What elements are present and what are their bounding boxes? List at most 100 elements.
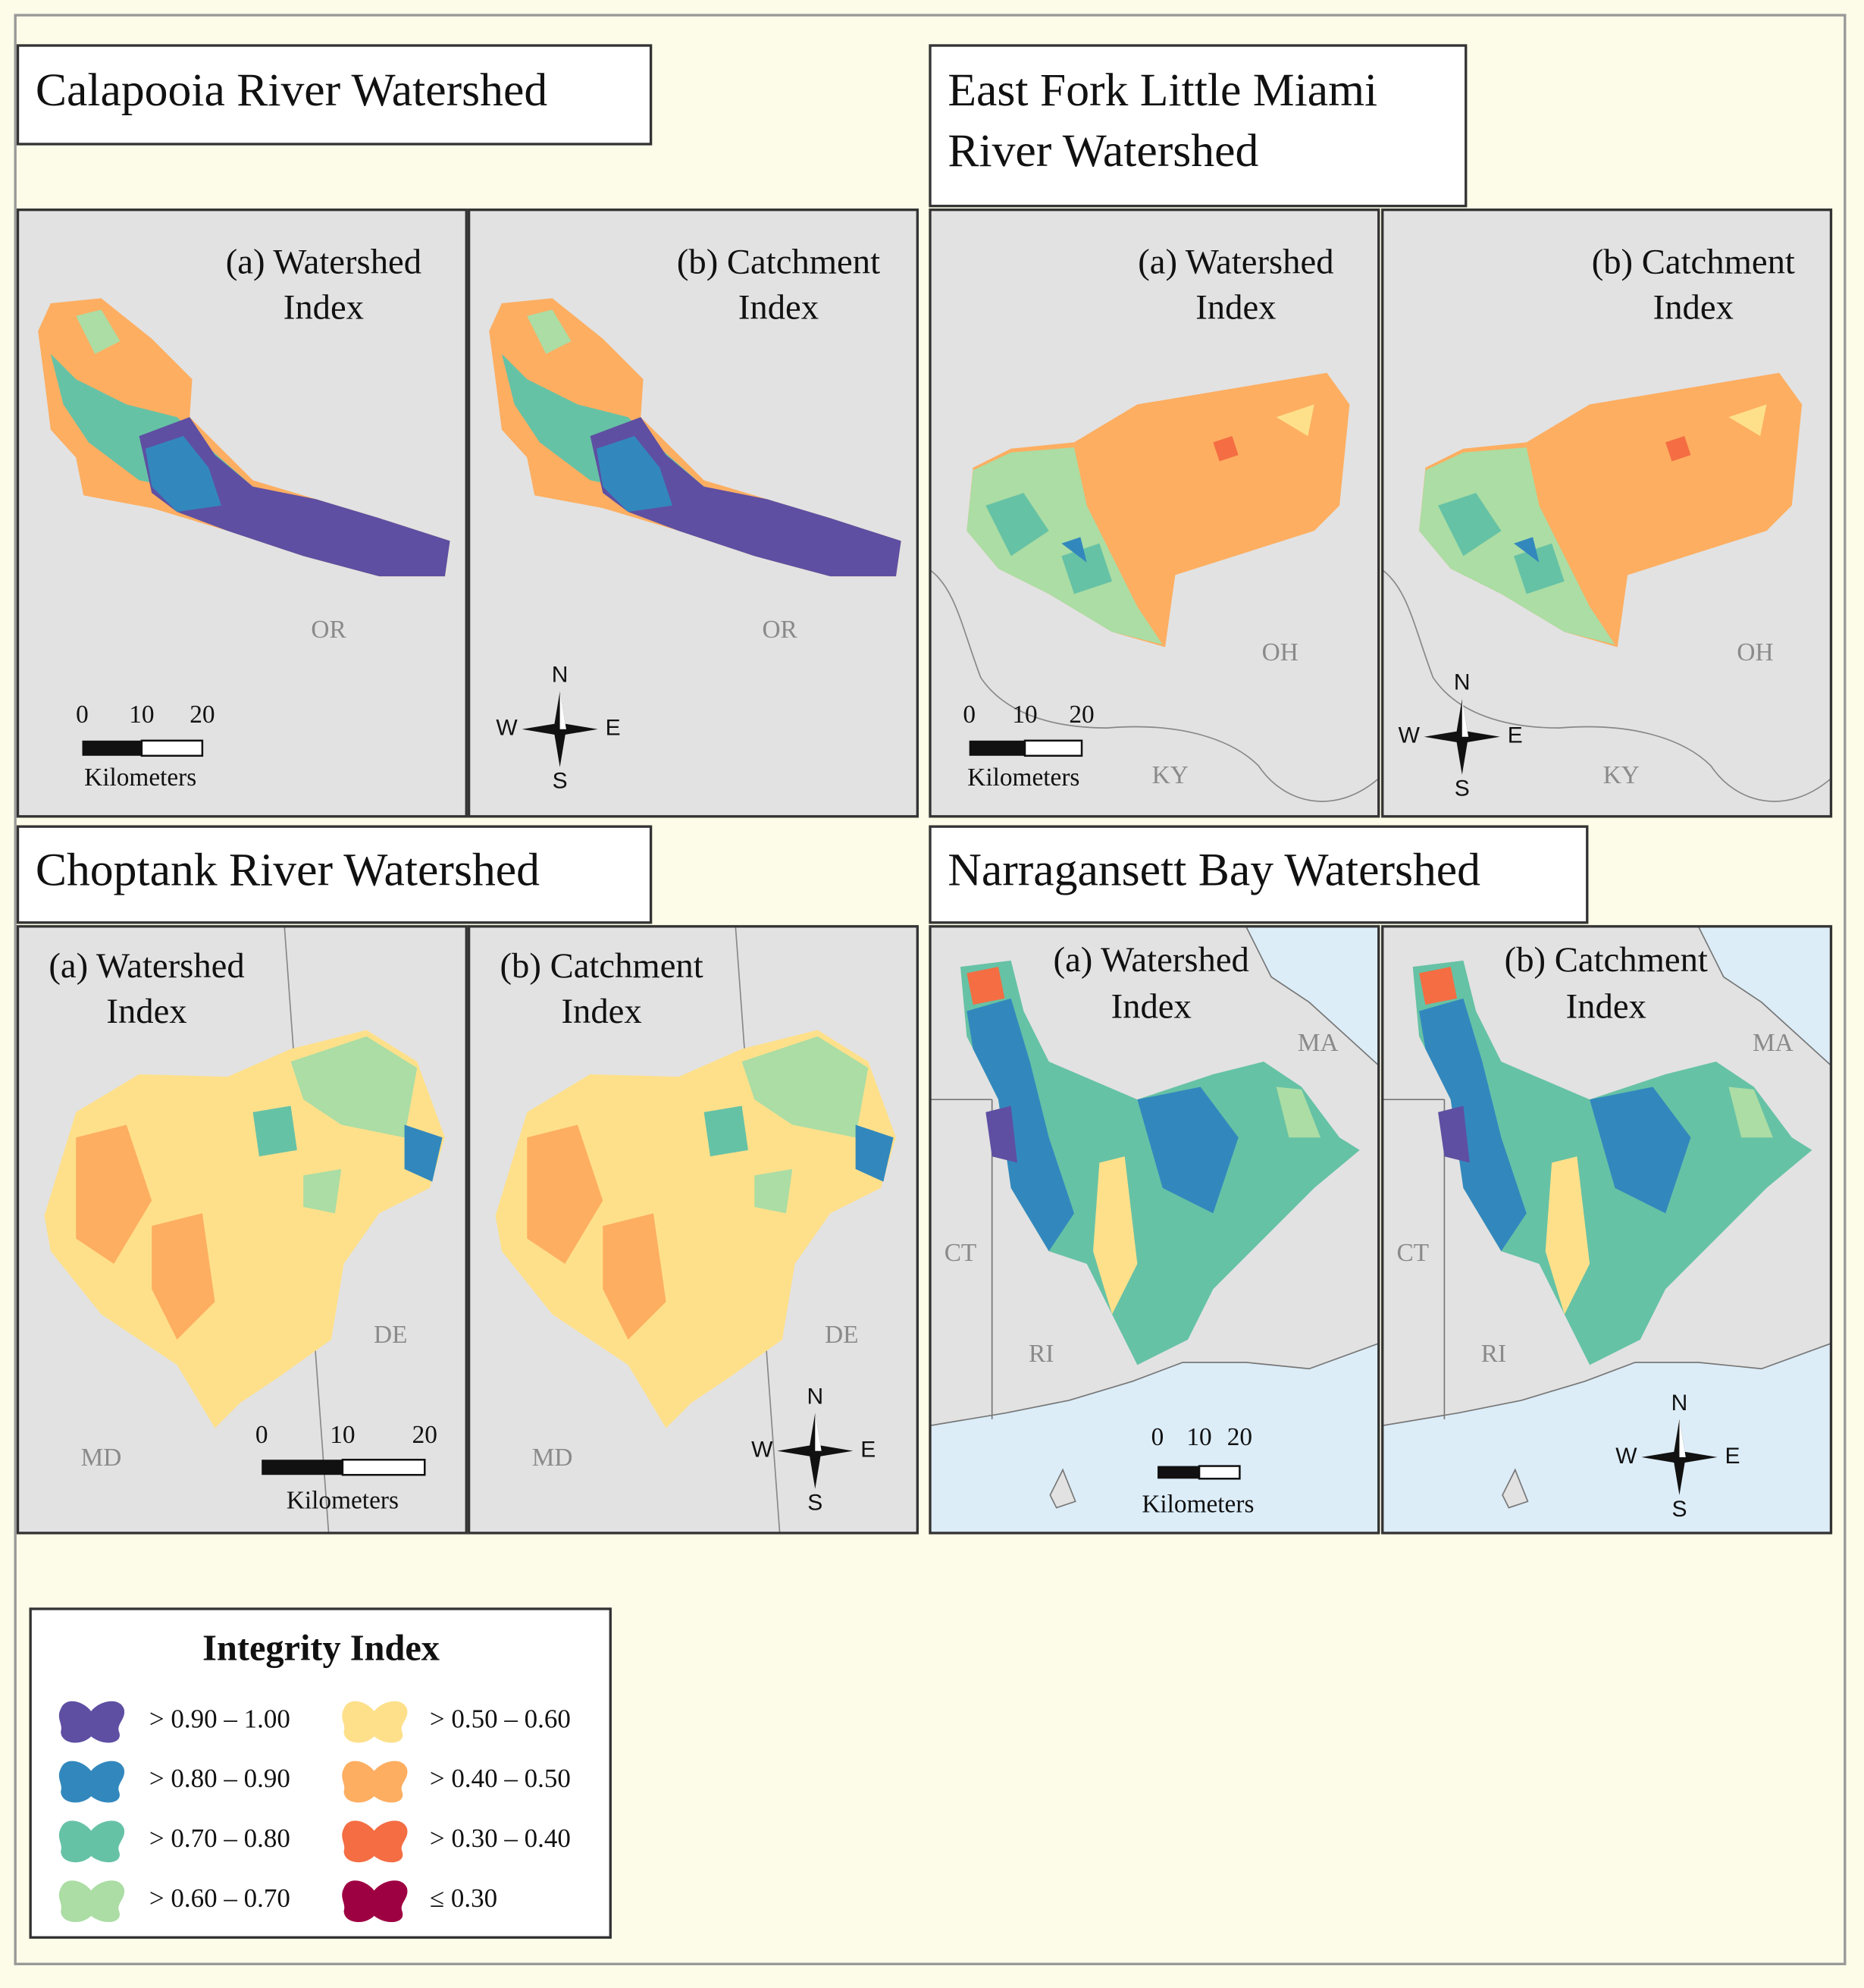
state-label: OR [311,616,346,644]
state-label: DE [374,1321,407,1349]
compass-letter: N [1671,1391,1688,1416]
watershed-region [152,1213,215,1340]
watershed-region [44,1030,445,1428]
scale-tick: 10 [1186,1423,1211,1451]
watershed-region [966,967,1005,1005]
legend-swatch [58,1820,125,1863]
compass-letter: E [606,716,621,741]
panel-frame [929,209,1380,818]
watershed-region [1514,537,1540,563]
title-box [16,825,653,924]
scale-tick: 0 [963,701,976,729]
state-label: OH [1737,638,1773,666]
state-label: RI [1481,1340,1506,1368]
watershed-region [1438,1105,1470,1163]
watershed-region [1061,543,1113,594]
state-label: OH [1262,638,1299,666]
panel-frame [467,209,919,818]
watershed-region [1419,998,1527,1252]
watershed-region [966,998,1075,1252]
compass-letter: W [751,1437,773,1462]
map-title: River Watershed [948,125,1258,177]
map-panel: (b) Catchment Index OR N S E W [467,209,919,818]
scale-bar-right [1023,739,1083,757]
watershed-region [1665,436,1691,462]
legend-title: Integrity Index [202,1629,440,1669]
scale-tick: 10 [129,701,154,729]
state-label: CT [1396,1239,1429,1267]
watershed-region [38,298,450,577]
compass-letter: W [1615,1444,1637,1469]
panel-frame [1381,209,1833,818]
compass-letter: E [1725,1444,1740,1469]
compass-letter: E [860,1437,876,1462]
scale-tick: 20 [190,701,215,729]
watershed-region [527,1124,603,1264]
map-title: Choptank River Watershed [36,845,540,896]
watershed-region [139,417,450,577]
watershed-region [495,1030,896,1428]
panel-frame [929,925,1380,1535]
scale-tick: 20 [1227,1423,1252,1451]
scale-tick: 10 [1012,701,1037,729]
map-panel: (a) Watershed Index OR 0 10 20 Kilometers [16,209,468,818]
state-label: OR [762,616,797,644]
watershed-region [1419,967,1458,1005]
panel-label: (b) Catchment [1505,940,1708,980]
compass-letter: S [1671,1497,1687,1522]
watershed-region [1728,404,1767,437]
watershed-region [703,1105,748,1157]
state-label: CT [945,1239,977,1267]
state-boundary [929,569,1380,802]
scale-tick: 0 [1151,1423,1164,1451]
watershed-region [754,1168,793,1214]
compass-letter: W [496,716,518,741]
watershed-region [596,436,672,513]
panel-label: Index [1653,288,1734,328]
map-panel: (a) Watershed Index OH KY 0 10 20 Kilometers [929,209,1380,818]
watershed-region [590,417,901,577]
legend-swatch [342,1701,408,1743]
panel-frame [467,925,919,1535]
compass-rose [1461,698,1469,737]
legend-label: > 0.60 – 0.70 [149,1883,290,1913]
panel-frame [16,925,468,1535]
panel-frame [16,209,468,818]
watershed-region [1093,1156,1138,1315]
scale-bar-right [1198,1465,1241,1480]
legend-swatch [342,1820,408,1863]
map-panel: (b) Catchment Index DE MD N S E W [467,925,919,1535]
watershed-region [489,298,901,577]
legend-box [29,1607,612,1939]
state-label: MA [1298,1029,1339,1057]
map-group: (a) Watershed Index OH KY 0 10 20 Kilometers (b)… [929,44,1833,818]
state-label: MD [81,1444,122,1472]
scale-unit: Kilometers [1142,1491,1254,1519]
outer-frame [14,14,1847,1965]
panel-label: (b) Catchment [1592,243,1795,282]
scale-bar-left [969,740,1026,756]
scale-unit: Kilometers [287,1487,399,1515]
island [1049,1468,1076,1509]
watershed-region [1276,1087,1321,1138]
legend-label: > 0.70 – 0.80 [149,1823,290,1853]
watershed-region [1137,1087,1239,1214]
compass-letter: S [807,1491,822,1516]
watershed-region [603,1213,666,1340]
scale-bar-left [82,740,142,756]
scale-tick: 10 [330,1421,355,1449]
watershed-region [741,1036,869,1138]
watershed-region [1213,436,1239,462]
panel-label: Index [561,992,641,1031]
watershed-region [1276,404,1314,437]
panel-label: (a) Watershed [49,946,244,986]
compass-letter: W [1399,723,1421,748]
scale-bar-right [140,739,204,757]
panel-frame [1381,925,1833,1535]
compass-letter: S [1455,776,1470,801]
legend-swatch [342,1761,408,1803]
map-panel: (b) Catchment Index MA CT RI N S E W [1381,925,1833,1535]
compass-rose [522,723,598,736]
compass-letter: E [1508,723,1523,748]
